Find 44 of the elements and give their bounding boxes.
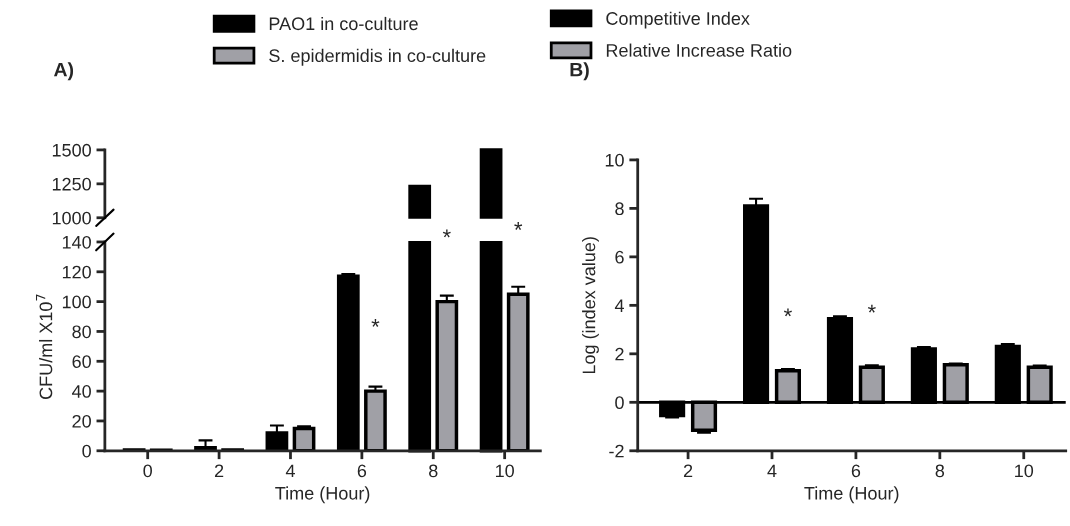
y-tick-label: 60 (72, 355, 91, 369)
legend-label: Relative Increase Ratio (606, 43, 792, 57)
y-tick-label: 80 (72, 325, 91, 339)
y-axis-title: CFU/ml X10$^{7}$ (35, 294, 53, 399)
y-tick-label: 120 (62, 265, 91, 279)
y-tick-label: 0 (82, 444, 91, 458)
legend-label: PAO1 in co-culture (269, 16, 418, 31)
y-tick-label: 1250 (52, 177, 91, 191)
x-tick-label: 6 (357, 464, 367, 478)
x-tick-label: 10 (1015, 464, 1034, 478)
x-tick-label: 8 (429, 464, 438, 478)
y-tick-label: 4 (614, 299, 624, 312)
legend-label: Competitive Index (606, 11, 750, 29)
x-tick-label: 4 (767, 464, 777, 478)
y-tick-label: 1500 (52, 143, 91, 157)
x-tick-label: 8 (935, 464, 945, 478)
annotation: * (783, 308, 792, 317)
y-tick-label: 20 (72, 414, 91, 428)
y-axis-title: Log (index value) (582, 237, 599, 374)
x-tick-label: 10 (495, 464, 514, 478)
x-tick-label: 6 (851, 464, 861, 478)
y-tick-label: 1000 (52, 211, 91, 225)
y-tick-label: 140 (62, 235, 91, 249)
x-axis-title: Time (Hour) (804, 486, 899, 504)
legend-label: S. epidermidis in co-culture (269, 48, 486, 66)
y-tick-label: 2 (615, 347, 624, 361)
y-tick-label: 6 (615, 250, 624, 264)
chart-title: A) (53, 62, 74, 81)
chart-title: B) (570, 62, 589, 81)
text: * (514, 222, 523, 230)
text: * (442, 229, 451, 238)
y-tick-label: 0 (615, 396, 624, 410)
y-tick-label: -2 (609, 444, 624, 458)
y-tick-label: 40 (72, 385, 91, 398)
y-tick-label: 10 (605, 153, 624, 167)
x-tick-label: 2 (214, 464, 224, 478)
x-axis-title: Time (Hour) (275, 486, 370, 504)
x-tick-label: 0 (143, 464, 153, 478)
x-tick-label: 2 (683, 464, 693, 478)
y-tick-label: 8 (615, 202, 624, 216)
x-tick-label: 4 (285, 464, 295, 478)
annotation: * (867, 304, 876, 313)
annotation: * (371, 319, 380, 327)
y-tick-label: 100 (62, 295, 91, 309)
